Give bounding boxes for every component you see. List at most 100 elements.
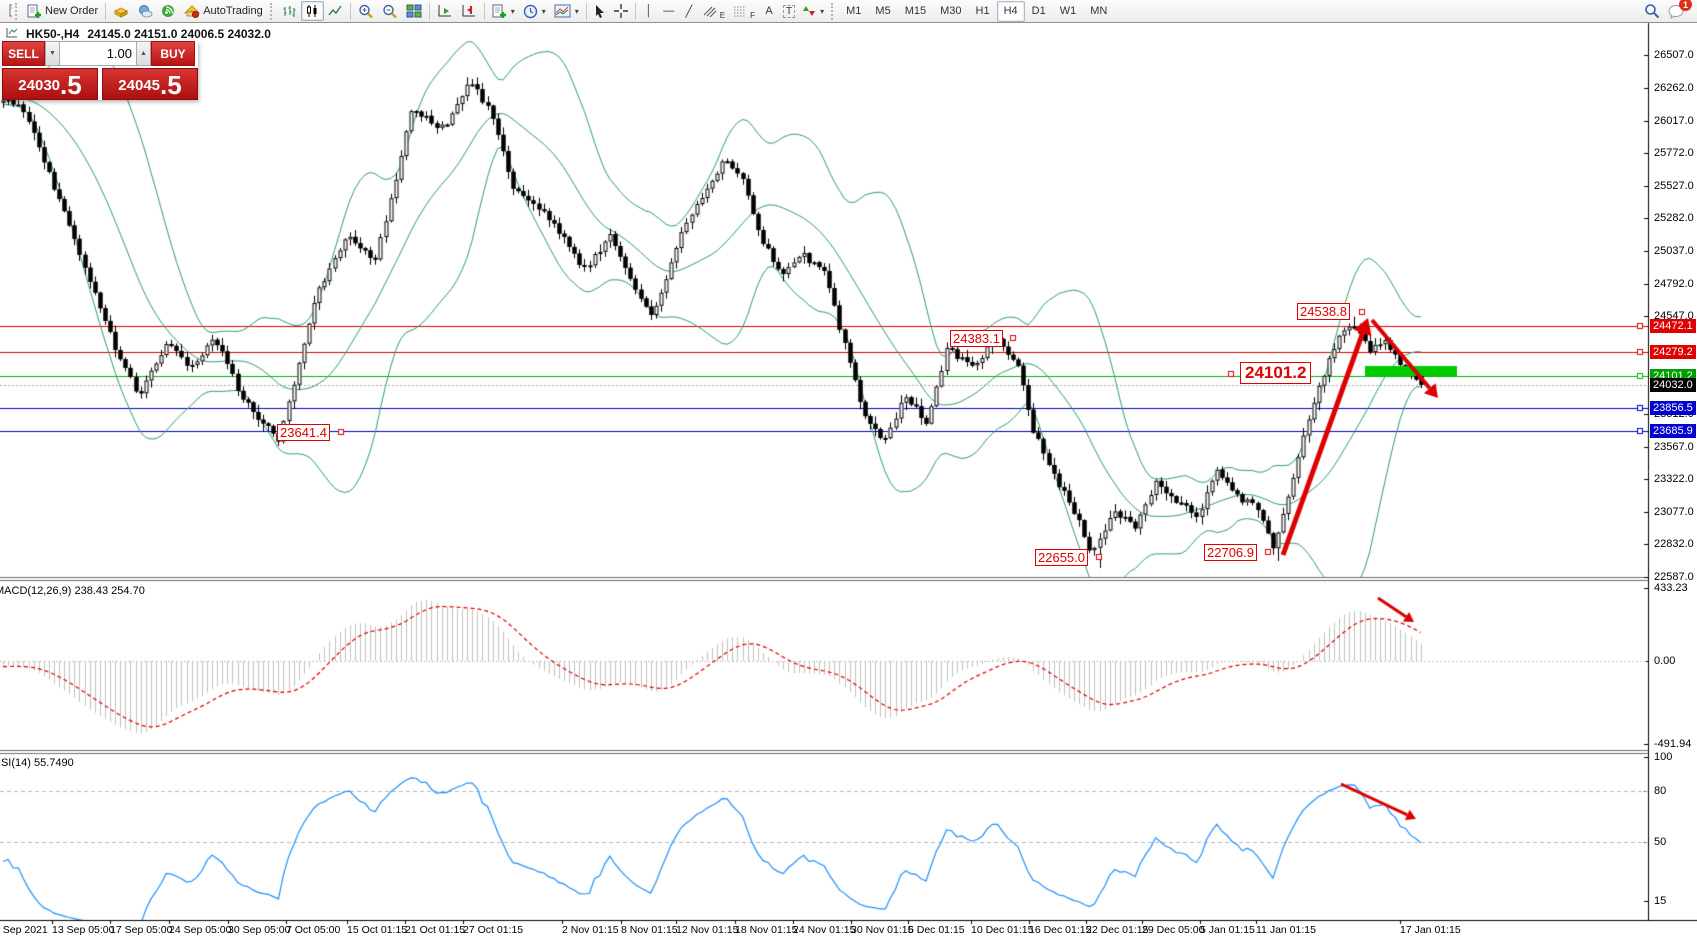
bar-chart-icon xyxy=(282,4,297,18)
autotrading-icon xyxy=(184,4,201,18)
price-callout[interactable]: 24383.1 xyxy=(950,330,1003,347)
bar-chart-button[interactable] xyxy=(278,1,301,21)
tile-windows-button[interactable] xyxy=(402,1,426,21)
toolbar-separator xyxy=(634,2,636,20)
buy-price-button[interactable]: 24045 .5 xyxy=(102,68,198,100)
toolbar-grip xyxy=(15,2,20,20)
ohlc-values: 24145.0 24151.0 24006.5 24032.0 xyxy=(87,27,271,41)
buy-price: 24045 xyxy=(118,77,161,94)
tf-D1[interactable]: D1 xyxy=(1031,5,1046,17)
zoom-out-button[interactable] xyxy=(378,1,402,21)
new-order-icon xyxy=(27,4,42,19)
new-order-button[interactable]: New Order xyxy=(23,1,102,21)
price-callout[interactable]: 24538.8 xyxy=(1297,303,1350,320)
price-callout[interactable]: 24101.2 xyxy=(1240,362,1312,384)
periods-clock-icon xyxy=(523,4,538,19)
tf-H1[interactable]: H1 xyxy=(975,5,990,17)
tf-M30[interactable]: M30 xyxy=(940,5,962,17)
tf-W1[interactable]: W1 xyxy=(1059,5,1077,17)
tf-M5[interactable]: M5 xyxy=(875,5,891,17)
market-button[interactable] xyxy=(109,1,133,21)
price-callout[interactable]: 23641.4 xyxy=(277,424,330,441)
sell-price-button[interactable]: 24030 .5 xyxy=(2,68,98,100)
volume-increase-button[interactable]: ▲ xyxy=(136,41,151,66)
templates-button[interactable]: ▾ xyxy=(550,1,583,21)
templates-icon xyxy=(554,4,571,18)
auto-scroll-icon xyxy=(437,4,453,18)
trendline-icon: ╱ xyxy=(685,5,693,18)
buy-button[interactable]: BUY xyxy=(151,41,195,66)
market-icon xyxy=(113,5,129,18)
indicators-caret: ▾ xyxy=(510,6,515,16)
price-callout[interactable]: 22655.0 xyxy=(1035,549,1088,566)
toolbar: New Order AutoTrading ▾ ▾ ▾ │ — ╱ E F xyxy=(0,0,1697,23)
signals-icon xyxy=(161,4,176,18)
volume-decrease-button[interactable]: ▼ xyxy=(45,41,60,66)
trendline-tool[interactable]: ╱ xyxy=(679,1,699,21)
horizontal-line-tool[interactable]: — xyxy=(659,1,679,21)
signals-button[interactable] xyxy=(157,1,180,21)
templates-caret: ▾ xyxy=(574,6,579,16)
indicators-button[interactable]: ▾ xyxy=(488,1,519,21)
arrows-tool-icon xyxy=(803,5,816,17)
toolbar-separator xyxy=(428,2,430,20)
periods-button[interactable]: ▾ xyxy=(519,1,550,21)
chart-shift-button[interactable] xyxy=(457,1,481,21)
trade-controls-row: SELL ▼ ▲ BUY xyxy=(2,41,198,66)
tf-MN[interactable]: MN xyxy=(1090,5,1108,17)
zoom-in-icon xyxy=(358,4,374,19)
rsi-value: 55.7490 xyxy=(33,757,74,769)
toolbar-grip xyxy=(831,2,836,20)
tf-M15[interactable]: M15 xyxy=(904,5,927,17)
window-menu-icon[interactable] xyxy=(2,4,12,18)
zoom-out-icon xyxy=(382,4,398,19)
volume-input[interactable] xyxy=(60,41,136,66)
crosshair-icon xyxy=(613,4,628,18)
zoom-in-button[interactable] xyxy=(354,1,378,21)
text-label-tool[interactable]: T xyxy=(779,1,799,21)
periods-caret: ▾ xyxy=(541,6,546,16)
autotrading-button[interactable]: AutoTrading xyxy=(180,1,267,21)
autotrading-label: AutoTrading xyxy=(203,5,263,17)
search-button[interactable] xyxy=(1640,1,1664,21)
tf-H4[interactable]: H4 xyxy=(996,0,1025,22)
notifications-button[interactable]: 1 xyxy=(1664,0,1692,21)
chart-shift-icon xyxy=(461,4,477,18)
cursor-button[interactable] xyxy=(590,1,610,21)
tile-windows-icon xyxy=(406,4,422,18)
vertical-line-tool[interactable]: │ xyxy=(639,1,659,21)
arrows-tool[interactable]: ▾ xyxy=(799,1,828,21)
chart-window-icon xyxy=(6,27,18,41)
crosshair-button[interactable] xyxy=(610,1,632,21)
sell-button[interactable]: SELL xyxy=(2,41,45,66)
toolbar-grip xyxy=(269,2,275,20)
codebase-button[interactable] xyxy=(133,1,157,21)
auto-scroll-button[interactable] xyxy=(433,1,457,21)
toolbar-separator xyxy=(483,2,485,20)
line-chart-icon xyxy=(328,4,343,18)
price-callout[interactable]: 22706.9 xyxy=(1204,544,1257,561)
arrows-caret: ▾ xyxy=(820,6,825,16)
tf-M1[interactable]: M1 xyxy=(846,5,862,17)
new-order-label: New Order xyxy=(45,5,99,17)
rsi-indicator-label: RSI(14) 55.7490 xyxy=(0,757,74,769)
one-click-trading-panel: SELL ▼ ▲ BUY 24030 .5 24045 .5 xyxy=(2,41,198,100)
candlestick-chart-button[interactable] xyxy=(300,1,324,21)
search-icon xyxy=(1644,3,1660,19)
toolbar-separator xyxy=(349,2,351,20)
channel-tool[interactable]: E xyxy=(699,1,729,21)
channel-icon xyxy=(703,5,717,17)
text-label-icon: T xyxy=(783,4,796,18)
chart-title: HK50-,H4 24145.0 24151.0 24006.5 24032.0 xyxy=(6,27,271,41)
trade-prices-row: 24030 .5 24045 .5 xyxy=(2,68,198,100)
text-tool[interactable]: A xyxy=(759,1,779,21)
fibonacci-tool[interactable]: F xyxy=(729,1,759,21)
fibonacci-letter: F xyxy=(750,11,755,20)
toolbar-separator xyxy=(585,2,587,20)
vertical-line-icon: │ xyxy=(645,5,653,17)
horizontal-line-icon: — xyxy=(663,5,675,17)
line-chart-button[interactable] xyxy=(324,1,347,21)
fibonacci-icon xyxy=(733,5,747,17)
